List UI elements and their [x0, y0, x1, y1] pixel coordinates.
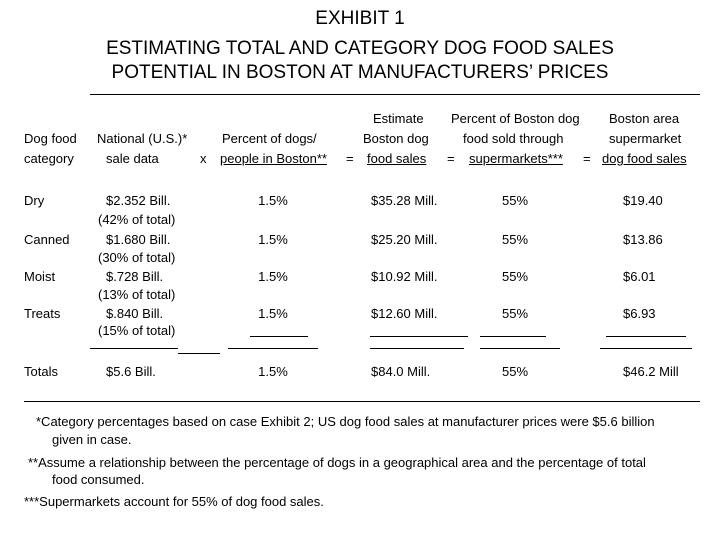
row-national: $2.352 Bill. [106, 193, 171, 208]
header-national-line1: National (U.S.)* [97, 131, 188, 146]
sum-rule-pct-dogs-upper [250, 336, 308, 337]
header-pct-dogs-line2: people in Boston** [220, 151, 327, 166]
exhibit-title: EXHIBIT 1 [315, 8, 405, 29]
row-pct-super: 55% [501, 193, 529, 208]
subtitle-line-1: ESTIMATING TOTAL AND CATEGORY DOG FOOD S… [106, 38, 614, 59]
row-estimate: $25.20 Mill. [371, 232, 438, 247]
row-category: Canned [24, 232, 70, 247]
sum-rule-estimate [370, 348, 464, 349]
row-boston: $6.01 [623, 269, 656, 284]
totals-boston: $46.2 Mill [623, 364, 679, 379]
footnote-1-line-1: *Category percentages based on case Exhi… [36, 414, 655, 429]
row-national: $.840 Bill. [106, 306, 164, 321]
operator-multiply: x [200, 151, 207, 166]
footnote-2-line-2: food consumed. [52, 472, 145, 487]
row-national: $1.680 Bill. [106, 232, 171, 247]
header-estimate-line3: food sales [367, 151, 427, 166]
operator-equals-1: = [346, 151, 354, 166]
row-national-share: (30% of total) [98, 250, 176, 265]
footnote-1-line-2: given in case. [52, 432, 132, 447]
row-pct-super: 55% [501, 232, 529, 247]
row-category: Treats [24, 306, 61, 321]
totals-pct-dogs: 1.5% [258, 364, 288, 379]
bottom-rule [24, 401, 700, 402]
subtitle-line-2: POTENTIAL IN BOSTON AT MANUFACTURERS’ PR… [111, 62, 609, 83]
sum-rule-national [90, 348, 178, 349]
footnote-2-line-1: **Assume a relationship between the perc… [28, 455, 646, 470]
row-boston: $13.86 [623, 232, 663, 247]
sum-rule-pct-super [480, 348, 560, 349]
row-pct-dogs: 1.5% [258, 193, 288, 208]
header-pct-super-line2: food sold through [463, 131, 564, 146]
header-estimate-line2: Boston dog [363, 131, 429, 146]
sum-rule-boston-upper [606, 336, 686, 337]
sum-rule-pct-dogs [228, 348, 318, 349]
operator-equals-2: = [447, 151, 455, 166]
header-boston-line3: dog food sales [602, 151, 687, 166]
operator-equals-3: = [583, 151, 591, 166]
header-category-line1: Dog food [24, 131, 77, 146]
row-category: Dry [24, 193, 45, 208]
header-national-line2: sale data [106, 151, 159, 166]
row-boston: $6.93 [623, 306, 656, 321]
top-rule [90, 94, 700, 95]
header-pct-super-line1: Percent of Boston dog [451, 111, 580, 126]
header-category-line2: category [24, 151, 74, 166]
row-pct-super: 55% [501, 269, 529, 284]
sum-rule-boston [600, 348, 692, 349]
row-estimate: $35.28 Mill. [371, 193, 438, 208]
header-pct-dogs-line1: Percent of dogs/ [222, 131, 317, 146]
row-national: $.728 Bill. [106, 269, 164, 284]
row-national-share: (13% of total) [98, 287, 176, 302]
row-national-share: (15% of total) [98, 323, 176, 338]
row-pct-dogs: 1.5% [258, 269, 288, 284]
totals-label: Totals [24, 364, 58, 379]
header-boston-line2: supermarket [609, 131, 682, 146]
sum-rule-national-short [178, 353, 220, 354]
totals-estimate: $84.0 Mill. [371, 364, 431, 379]
row-estimate: $10.92 Mill. [371, 269, 438, 284]
row-pct-dogs: 1.5% [258, 306, 288, 321]
row-pct-dogs: 1.5% [258, 232, 288, 247]
header-boston-line1: Boston area [609, 111, 680, 126]
sum-rule-pct-super-upper [480, 336, 546, 337]
sum-rule-estimate-upper [370, 336, 468, 337]
row-boston: $19.40 [623, 193, 663, 208]
row-category: Moist [24, 269, 56, 284]
footnote-3: ***Supermarkets account for 55% of dog f… [24, 494, 324, 509]
row-estimate: $12.60 Mill. [371, 306, 438, 321]
totals-pct-super: 55% [501, 364, 529, 379]
row-national-share: (42% of total) [98, 212, 176, 227]
totals-national: $5.6 Bill. [106, 364, 156, 379]
row-pct-super: 55% [501, 306, 529, 321]
header-estimate-line1: Estimate [373, 111, 424, 126]
header-pct-super-line3: supermarkets*** [469, 151, 563, 166]
